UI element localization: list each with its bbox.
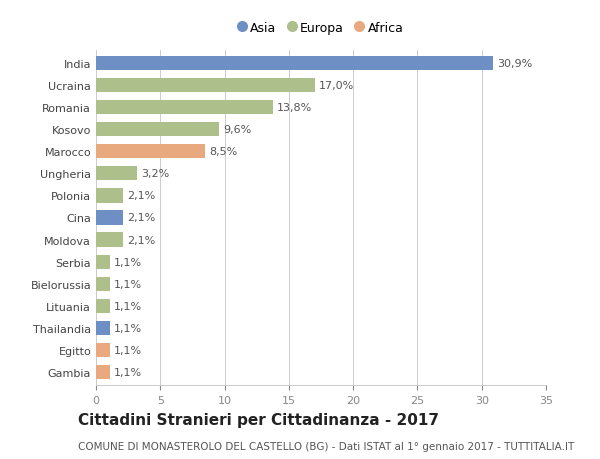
Bar (96, 321, 110, 336)
Bar (96, 101, 274, 115)
Bar (96, 211, 123, 225)
Text: 8,5%: 8,5% (209, 147, 238, 157)
Bar (96, 167, 137, 181)
Text: 13,8%: 13,8% (277, 103, 313, 113)
Bar (96, 255, 110, 269)
Text: 1,1%: 1,1% (114, 257, 142, 267)
Text: 1,1%: 1,1% (114, 323, 142, 333)
Text: 1,1%: 1,1% (114, 301, 142, 311)
Text: Cittadini Stranieri per Cittadinanza - 2017: Cittadini Stranieri per Cittadinanza - 2… (78, 413, 439, 428)
Text: 30,9%: 30,9% (497, 59, 532, 69)
Bar (96, 189, 123, 203)
Bar (96, 299, 110, 313)
Text: 1,1%: 1,1% (114, 367, 142, 377)
Bar (96, 78, 314, 93)
Text: 1,1%: 1,1% (114, 345, 142, 355)
Text: 2,1%: 2,1% (127, 235, 155, 245)
Text: 2,1%: 2,1% (127, 191, 155, 201)
Text: 2,1%: 2,1% (127, 213, 155, 223)
Bar (96, 343, 110, 358)
Bar (96, 56, 493, 71)
Bar (96, 123, 220, 137)
Text: 3,2%: 3,2% (141, 169, 169, 179)
Bar (96, 277, 110, 291)
Bar (96, 233, 123, 247)
Text: 17,0%: 17,0% (319, 81, 353, 91)
Bar (96, 145, 205, 159)
Bar (96, 365, 110, 380)
Legend: Asia, Europa, Africa: Asia, Europa, Africa (233, 17, 409, 39)
Text: 9,6%: 9,6% (223, 125, 251, 135)
Text: COMUNE DI MONASTEROLO DEL CASTELLO (BG) - Dati ISTAT al 1° gennaio 2017 - TUTTIT: COMUNE DI MONASTEROLO DEL CASTELLO (BG) … (78, 441, 574, 451)
Text: 1,1%: 1,1% (114, 279, 142, 289)
